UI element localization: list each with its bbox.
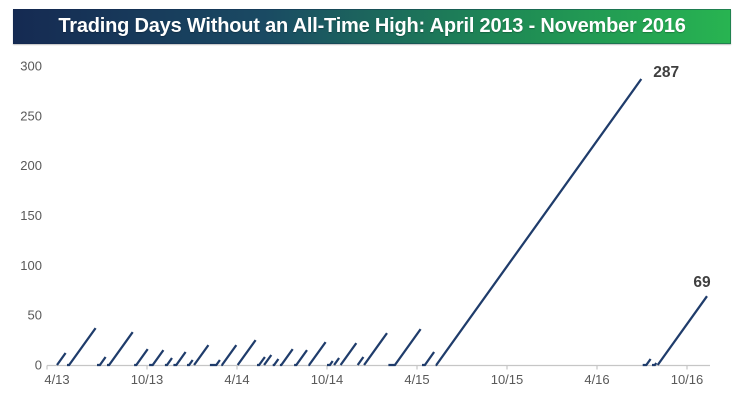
series-line-segment <box>656 295 708 366</box>
series-line-segment <box>279 348 294 367</box>
series-line-segment <box>173 351 187 367</box>
x-axis-tick-label: 10/13 <box>131 372 164 387</box>
series-line-segment <box>327 360 334 367</box>
series-line-segment <box>187 359 194 367</box>
y-axis-tick-label: 100 <box>20 258 42 273</box>
x-axis-tick-label: 4/15 <box>404 372 429 387</box>
series-line-segment <box>56 352 67 366</box>
series-line-segment <box>134 348 149 367</box>
series-line-segment <box>221 344 238 367</box>
x-axis-tick-label: 4/13 <box>44 372 69 387</box>
series-line-segment <box>363 332 388 366</box>
series-line-segment <box>339 342 358 366</box>
series-line-segment <box>236 339 257 366</box>
y-axis-tick-label: 0 <box>35 358 42 373</box>
x-axis-tick-label: 10/16 <box>671 372 704 387</box>
x-axis-tick-label: 4/16 <box>584 372 609 387</box>
chart-title-bar: Trading Days Without an All-Time High: A… <box>13 9 731 44</box>
series-line-segment <box>388 328 422 367</box>
series-line-segment <box>333 357 341 366</box>
series-line-segment <box>308 341 327 367</box>
series-line-segment <box>642 358 652 367</box>
series-line-segment <box>193 344 210 366</box>
x-axis-tick-label: 4/14 <box>224 372 249 387</box>
x-axis-tick-label: 10/14 <box>311 372 344 387</box>
series-line-segment <box>257 356 266 367</box>
series-line-segment <box>272 358 280 367</box>
chart-title: Trading Days Without an All-Time High: A… <box>58 15 686 37</box>
series-line-segment <box>422 351 436 367</box>
series-line-segment <box>107 331 134 367</box>
series-line-segment <box>209 359 221 367</box>
series-line-segment <box>263 354 273 366</box>
peak-data-label: 69 <box>693 274 711 291</box>
series-line-segment <box>149 349 165 367</box>
y-axis-tick-label: 250 <box>20 108 42 123</box>
peak-data-label: 287 <box>653 64 679 81</box>
series-line-segment <box>294 349 308 367</box>
series-line-segment <box>356 356 365 366</box>
series-line-segment <box>97 356 107 367</box>
series-line-segment <box>652 362 658 367</box>
y-axis-tick-label: 50 <box>28 308 42 323</box>
y-axis-tick-label: 200 <box>20 158 42 173</box>
series-line-segment <box>67 327 97 367</box>
x-axis-tick-label: 10/15 <box>491 372 524 387</box>
y-axis-tick-label: 300 <box>20 59 42 74</box>
y-axis-tick-label: 150 <box>20 208 42 223</box>
series-line-segment <box>164 357 173 367</box>
series-line-segment <box>435 78 643 367</box>
